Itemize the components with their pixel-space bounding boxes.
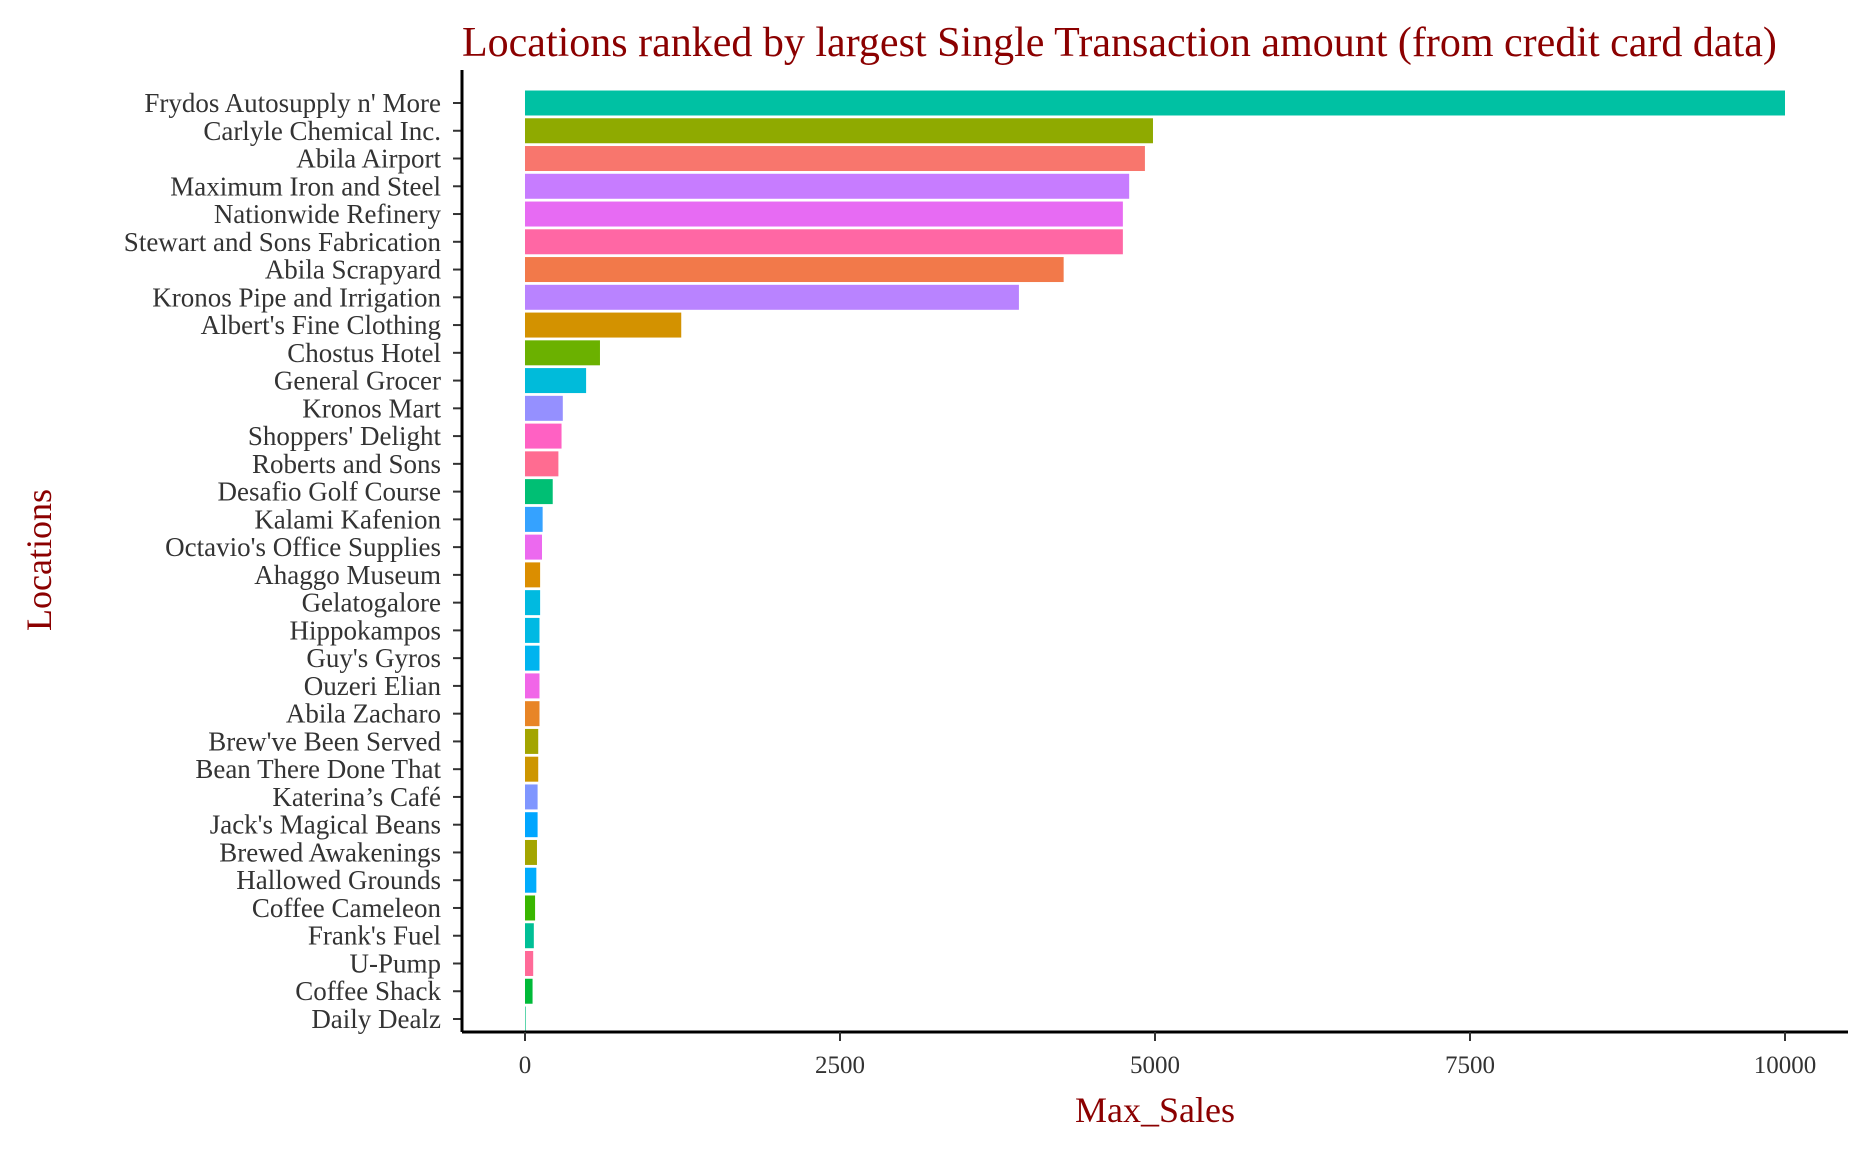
bar-33: [525, 1006, 526, 1032]
bar-20: [525, 645, 540, 671]
bar-14: [525, 479, 553, 505]
bar-32: [525, 978, 533, 1004]
bar-17: [525, 562, 541, 588]
category-label: Jack's Magical Beans: [210, 810, 441, 840]
category-label: Kronos Pipe and Irrigation: [152, 282, 441, 312]
category-label: Frydos Autosupply n' More: [144, 88, 441, 118]
category-label: Coffee Shack: [295, 976, 441, 1006]
bar-11: [525, 395, 563, 421]
category-label: Coffee Cameleon: [252, 893, 442, 923]
category-label: Chostus Hotel: [287, 338, 441, 368]
category-label: Roberts and Sons: [252, 449, 441, 479]
category-label: Shoppers' Delight: [248, 421, 442, 451]
bar-15: [525, 506, 543, 532]
bar-0: [525, 90, 1785, 116]
category-label: Ouzeri Elian: [304, 671, 442, 701]
bar-16: [525, 534, 543, 560]
category-label: Abila Zacharo: [286, 699, 441, 729]
bar-5: [525, 229, 1123, 255]
category-label: Desafio Golf Course: [218, 477, 441, 507]
x-tick-label: 0: [519, 1052, 532, 1079]
category-label: Abila Airport: [296, 144, 441, 174]
bar-10: [525, 368, 587, 394]
y-axis-title: Locations: [19, 489, 59, 631]
bar-12: [525, 423, 562, 449]
category-label: Frank's Fuel: [308, 921, 441, 951]
category-label: U-Pump: [349, 948, 441, 978]
bars-group: [525, 90, 1785, 1032]
category-label: Gelatogalore: [302, 588, 441, 618]
x-axis-title: Max_Sales: [1075, 1090, 1235, 1130]
category-label: Abila Scrapyard: [265, 255, 442, 285]
category-label: Stewart and Sons Fabrication: [124, 227, 442, 257]
bar-8: [525, 312, 682, 338]
x-tick-label: 2500: [815, 1052, 865, 1079]
x-tick-label: 5000: [1130, 1052, 1180, 1079]
category-label: Katerina’s Café: [272, 782, 441, 812]
bar-24: [525, 756, 539, 782]
bar-6: [525, 257, 1064, 283]
category-label: Maximum Iron and Steel: [170, 171, 441, 201]
bar-30: [525, 923, 534, 949]
category-label: Brew've Been Served: [208, 726, 441, 756]
bar-18: [525, 590, 541, 616]
category-label: Daily Dealz: [311, 1004, 441, 1034]
category-label: Brewed Awakenings: [219, 837, 441, 867]
x-tick-label: 10000: [1754, 1052, 1817, 1079]
bar-21: [525, 673, 540, 699]
bar-7: [525, 284, 1019, 310]
bar-25: [525, 784, 538, 810]
chart-title: Locations ranked by largest Single Trans…: [462, 20, 1777, 66]
category-label: Kronos Mart: [302, 393, 441, 423]
bar-23: [525, 728, 539, 754]
category-label: Albert's Fine Clothing: [201, 310, 441, 340]
bar-2: [525, 146, 1145, 172]
bar-27: [525, 839, 537, 865]
category-label: Bean There Done That: [195, 754, 441, 784]
bar-22: [525, 701, 540, 727]
bar-28: [525, 867, 537, 893]
bar-4: [525, 201, 1123, 227]
bar-29: [525, 895, 536, 921]
category-label: Hallowed Grounds: [236, 865, 441, 895]
category-label: Ahaggo Museum: [254, 560, 441, 590]
category-label: Guy's Gyros: [306, 643, 441, 673]
category-label: Kalami Kafenion: [254, 504, 441, 534]
category-label: General Grocer: [274, 366, 441, 396]
bar-3: [525, 173, 1130, 199]
bar-1: [525, 118, 1153, 144]
category-label: Carlyle Chemical Inc.: [203, 116, 441, 146]
category-label: Hippokampos: [290, 615, 442, 645]
bar-26: [525, 812, 538, 838]
category-label: Nationwide Refinery: [214, 199, 442, 229]
bar-19: [525, 617, 540, 643]
x-ticks: 0 2500 5000 7500 10000: [519, 1032, 1817, 1079]
bar-13: [525, 451, 559, 477]
x-tick-label: 7500: [1445, 1052, 1495, 1079]
bar-31: [525, 950, 534, 976]
bar-9: [525, 340, 600, 366]
category-label: Octavio's Office Supplies: [165, 532, 441, 562]
